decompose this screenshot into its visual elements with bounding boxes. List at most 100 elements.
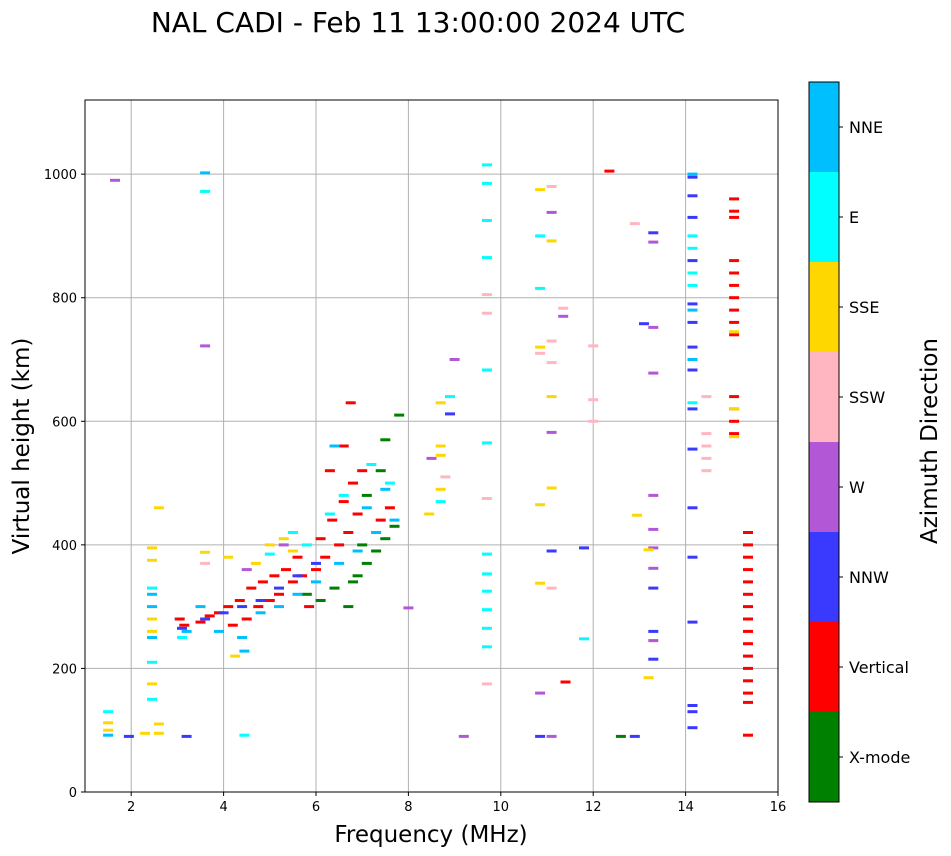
y-tick-label: 400 [52, 539, 77, 554]
echo-point-vertical [743, 679, 753, 683]
echo-point-e [481, 572, 492, 576]
x-tick-label: 14 [677, 800, 694, 815]
echo-point-vertical [743, 592, 753, 596]
echo-point-nne [200, 171, 211, 175]
echo-point-w [200, 344, 211, 348]
x-tick-label: 10 [493, 800, 510, 815]
echo-point-vertical [729, 308, 740, 312]
echo-point-e [481, 219, 492, 222]
echo-point-e [687, 271, 698, 275]
echo-point-ssw [558, 306, 569, 310]
echo-point-nnw [255, 599, 266, 602]
echo-point-e [481, 552, 492, 556]
echo-point-sse [147, 682, 157, 686]
echo-point-vertical [246, 586, 257, 590]
echo-point-sse [435, 453, 446, 457]
echo-point-w [403, 606, 414, 610]
x-tick-label: 4 [219, 800, 227, 815]
echo-point-nne [274, 605, 284, 609]
echo-point-vertical [729, 197, 740, 201]
echo-point-x-mode [375, 469, 386, 473]
echo-point-ssw [481, 293, 492, 297]
echo-point-nne [389, 518, 400, 522]
echo-point-w [648, 566, 659, 570]
echo-point-vertical [743, 531, 753, 534]
echo-point-ssw [701, 469, 712, 473]
echo-point-vertical [729, 283, 740, 287]
echo-point-e [687, 246, 698, 250]
echo-point-ssw [546, 339, 557, 343]
colorbar-swatch [809, 442, 839, 532]
x-tick-label: 16 [770, 800, 787, 815]
echo-point-e [435, 500, 446, 504]
echo-point-nnw [687, 620, 698, 624]
echo-point-nnw [546, 549, 557, 553]
echo-point-e [287, 531, 298, 534]
echo-point-vertical [743, 555, 753, 559]
echo-point-vertical [743, 617, 753, 621]
echo-point-sse [223, 555, 234, 559]
y-tick-label: 200 [52, 662, 77, 677]
echo-point-vertical [743, 700, 753, 704]
echo-point-vertical [729, 333, 740, 337]
x-tick-label: 8 [404, 800, 412, 815]
echo-point-sse [250, 561, 261, 565]
echo-point-w [241, 568, 252, 572]
echo-point-e [481, 626, 492, 630]
colorbar-label: Vertical [849, 658, 909, 677]
echo-point-nne [311, 580, 321, 584]
echo-point-nnw [629, 734, 640, 738]
echo-point-nnw [648, 586, 659, 590]
echo-point-sse [103, 721, 114, 725]
echo-point-e [264, 552, 275, 556]
echo-point-sse [140, 731, 151, 735]
echo-point-nnw [579, 546, 589, 550]
echo-point-vertical [729, 296, 740, 300]
echo-point-vertical [743, 733, 753, 737]
echo-point-nne [237, 636, 248, 639]
echo-point-nne [147, 636, 157, 639]
echo-point-nne [103, 733, 114, 737]
echo-point-sse [147, 629, 157, 633]
echo-point-nnw [687, 710, 698, 714]
x-tick-label: 2 [127, 800, 135, 815]
axis-layer: 2 4 6 8 10 12 14 16 0 200 400 600 800 1000 [44, 168, 786, 815]
echo-point-w [278, 543, 289, 547]
x-tick-label: 6 [312, 800, 320, 815]
echo-point-vertical [338, 500, 349, 504]
echo-point-e [481, 645, 492, 649]
colorbar-swatch [809, 262, 839, 352]
echo-point-vertical [729, 271, 740, 275]
echo-point-vertical [227, 623, 238, 627]
echo-point-nnw [177, 626, 187, 630]
echo-point-vertical [729, 209, 740, 213]
echo-point-w [648, 371, 659, 375]
echo-point-sse [435, 444, 446, 448]
echo-point-e [535, 234, 546, 238]
echo-point-ssw [535, 351, 546, 355]
data-layer [103, 163, 753, 738]
echo-point-sse [287, 549, 298, 553]
y-tick-label: 0 [69, 786, 77, 801]
echo-point-e [338, 493, 349, 497]
colorbar-label: SSW [849, 388, 885, 407]
echo-point-e [481, 256, 492, 260]
echo-point-nne [195, 605, 206, 609]
echo-point-sse [535, 581, 546, 585]
echo-point-nnw [123, 734, 134, 738]
echo-point-x-mode [380, 537, 391, 541]
echo-point-w [458, 734, 469, 738]
echo-point-w [648, 546, 659, 550]
echo-point-vertical [348, 481, 358, 485]
echo-point-w [648, 325, 659, 329]
echo-point-e [200, 189, 211, 193]
echo-point-ssw [701, 456, 712, 460]
colorbar-swatch [809, 172, 839, 262]
echo-point-sse [230, 654, 241, 658]
echo-point-ssw [546, 586, 557, 590]
echo-point-w [558, 314, 569, 318]
colorbar-title: Azimuth Direction [917, 338, 943, 544]
echo-point-e [687, 401, 698, 405]
echo-point-sse [103, 728, 114, 732]
echo-point-vertical [729, 259, 740, 263]
